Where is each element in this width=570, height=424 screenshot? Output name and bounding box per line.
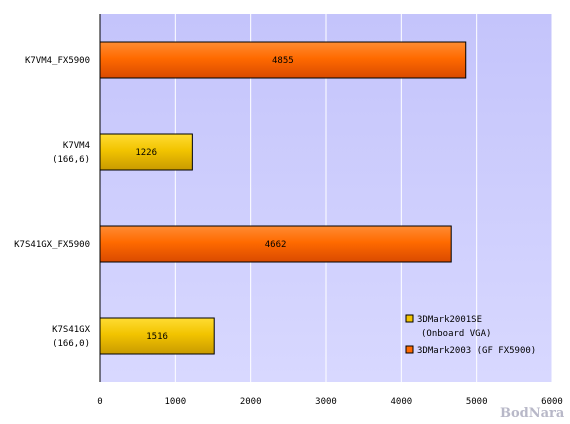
bar-value-label: 1226 bbox=[135, 148, 157, 158]
legend-label: 3DMark2003 (GF FX5900) bbox=[417, 346, 536, 356]
x-tick-label: 6000 bbox=[541, 397, 563, 407]
category-labels: K7VM4_FX5900 K7VM4 (166,6) K7S41GX_FX5900 K7… bbox=[14, 56, 90, 349]
category-label: K7VM4_FX5900 bbox=[25, 56, 90, 66]
bar-value-label: 4662 bbox=[265, 240, 287, 250]
bar-3dmark2003 bbox=[99, 41, 467, 79]
legend-swatch bbox=[405, 314, 414, 323]
category-label: K7VM4 bbox=[63, 141, 90, 151]
category-label: K7S41GX bbox=[52, 325, 91, 335]
bar-3dmark2001se bbox=[99, 133, 193, 171]
watermark: BodNara bbox=[500, 406, 565, 421]
category-label: (166,0) bbox=[52, 339, 90, 349]
legend-label: (Onboard VGA) bbox=[421, 329, 491, 339]
x-tick-label: 2000 bbox=[240, 397, 262, 407]
bar-3dmark2003 bbox=[99, 225, 452, 263]
legend-label: 3DMark2001SE bbox=[417, 315, 482, 325]
bar-value-label: 1516 bbox=[146, 332, 168, 342]
x-tick-label: 0 bbox=[97, 397, 102, 407]
x-tick-label: 4000 bbox=[390, 397, 412, 407]
bars-group: 4855 1226 4662 1516 bbox=[99, 41, 467, 355]
x-tick-label: 1000 bbox=[164, 397, 186, 407]
bar-value-label: 4855 bbox=[272, 56, 294, 66]
legend: 3DMark2001SE (Onboard VGA) 3DMark2003 (GF … bbox=[405, 314, 536, 356]
category-label: (166,6) bbox=[52, 155, 90, 165]
x-tick-label: 5000 bbox=[466, 397, 488, 407]
bar-3dmark2001se bbox=[99, 317, 215, 355]
x-tick-labels: 0 1000 2000 3000 4000 5000 6000 bbox=[97, 397, 563, 407]
category-label: K7S41GX_FX5900 bbox=[14, 240, 90, 250]
x-tick-label: 3000 bbox=[315, 397, 337, 407]
legend-swatch bbox=[405, 345, 414, 354]
